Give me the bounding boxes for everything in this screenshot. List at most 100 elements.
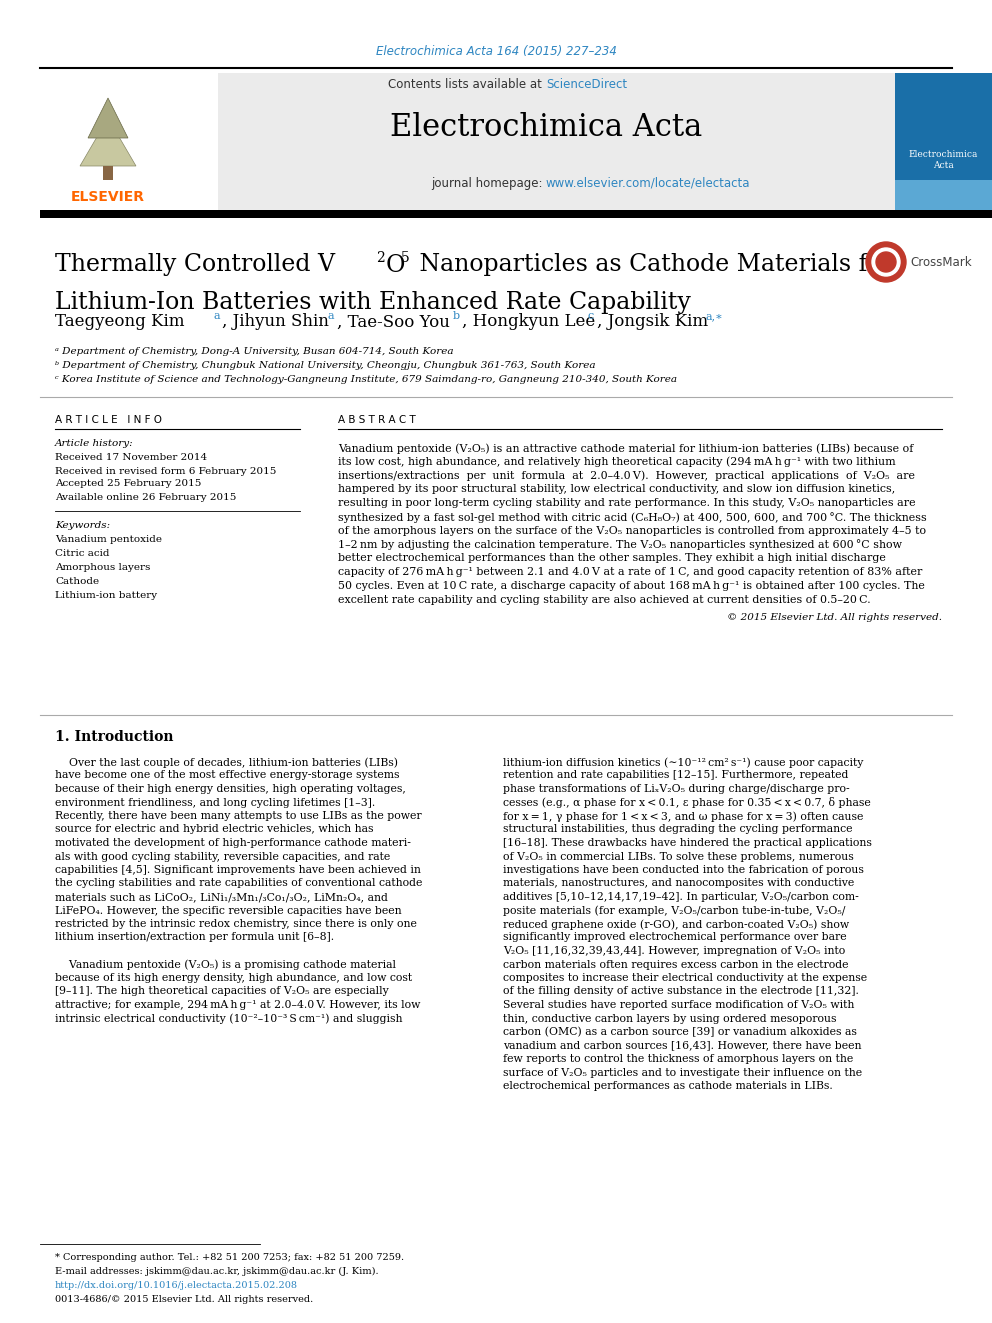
Text: [9–11]. The high theoretical capacities of V₂O₅ are especially: [9–11]. The high theoretical capacities … — [55, 987, 389, 996]
Text: vanadium and carbon sources [16,43]. However, there have been: vanadium and carbon sources [16,43]. How… — [503, 1040, 861, 1050]
Text: posite materials (for example, V₂O₅/carbon tube-in-tube, V₂O₅/: posite materials (for example, V₂O₅/carb… — [503, 905, 845, 916]
Text: Electrochimica Acta 164 (2015) 227–234: Electrochimica Acta 164 (2015) 227–234 — [376, 45, 616, 58]
Text: Vanadium pentoxide (V₂O₅) is an attractive cathode material for lithium-ion batt: Vanadium pentoxide (V₂O₅) is an attracti… — [338, 443, 914, 454]
Text: of the filling density of active substance in the electrode [11,32].: of the filling density of active substan… — [503, 987, 859, 996]
Text: ELSEVIER: ELSEVIER — [71, 191, 145, 204]
Text: of V₂O₅ in commercial LIBs. To solve these problems, numerous: of V₂O₅ in commercial LIBs. To solve the… — [503, 852, 854, 861]
Text: Electrochimica Acta: Electrochimica Acta — [390, 112, 702, 143]
Text: Taegyeong Kim: Taegyeong Kim — [55, 314, 185, 331]
Text: better electrochemical performances than the other samples. They exhibit a high : better electrochemical performances than… — [338, 553, 886, 564]
Text: Vanadium pentoxide (V₂O₅) is a promising cathode material: Vanadium pentoxide (V₂O₅) is a promising… — [55, 959, 396, 970]
Text: Available online 26 February 2015: Available online 26 February 2015 — [55, 492, 236, 501]
Text: A R T I C L E   I N F O: A R T I C L E I N F O — [55, 415, 162, 425]
Text: ScienceDirect: ScienceDirect — [546, 78, 627, 91]
Text: significantly improved electrochemical performance over bare: significantly improved electrochemical p… — [503, 933, 846, 942]
Circle shape — [876, 251, 896, 273]
Text: b: b — [453, 311, 460, 321]
Text: reduced graphene oxide (r-GO), and carbon-coated V₂O₅) show: reduced graphene oxide (r-GO), and carbo… — [503, 919, 849, 930]
Text: electrochemical performances as cathode materials in LIBs.: electrochemical performances as cathode … — [503, 1081, 832, 1091]
Text: surface of V₂O₅ particles and to investigate their influence on the: surface of V₂O₅ particles and to investi… — [503, 1068, 862, 1077]
Text: 0013-4686/© 2015 Elsevier Ltd. All rights reserved.: 0013-4686/© 2015 Elsevier Ltd. All right… — [55, 1294, 313, 1303]
Text: carbon (OMC) as a carbon source [39] or vanadium alkoxides as: carbon (OMC) as a carbon source [39] or … — [503, 1027, 857, 1037]
Text: Citric acid: Citric acid — [55, 549, 109, 557]
Text: www.elsevier.com/locate/electacta: www.elsevier.com/locate/electacta — [546, 176, 751, 189]
Text: A B S T R A C T: A B S T R A C T — [338, 415, 416, 425]
Text: c: c — [588, 311, 594, 321]
Text: structural instabilities, thus degrading the cycling performance: structural instabilities, thus degrading… — [503, 824, 852, 835]
Text: © 2015 Elsevier Ltd. All rights reserved.: © 2015 Elsevier Ltd. All rights reserved… — [727, 613, 942, 622]
Text: 1–2 nm by adjusting the calcination temperature. The V₂O₅ nanoparticles synthesi: 1–2 nm by adjusting the calcination temp… — [338, 540, 902, 550]
Circle shape — [872, 247, 900, 277]
Text: [16–18]. These drawbacks have hindered the practical applications: [16–18]. These drawbacks have hindered t… — [503, 837, 872, 848]
Text: * Corresponding author. Tel.: +82 51 200 7253; fax: +82 51 200 7259.: * Corresponding author. Tel.: +82 51 200… — [55, 1253, 404, 1262]
Text: 5: 5 — [401, 251, 410, 265]
Text: synthesized by a fast sol-gel method with citric acid (C₆H₈O₇) at 400, 500, 600,: synthesized by a fast sol-gel method wit… — [338, 512, 927, 523]
Text: attractive; for example, 294 mA h g⁻¹ at 2.0–4.0 V. However, its low: attractive; for example, 294 mA h g⁻¹ at… — [55, 1000, 421, 1009]
Text: Thermally Controlled V: Thermally Controlled V — [55, 254, 335, 277]
Text: 50 cycles. Even at 10 C rate, a discharge capacity of about 168 mA h g⁻¹ is obta: 50 cycles. Even at 10 C rate, a discharg… — [338, 581, 925, 591]
Text: carbon materials often requires excess carbon in the electrode: carbon materials often requires excess c… — [503, 959, 848, 970]
Text: , Jihyun Shin: , Jihyun Shin — [222, 314, 329, 331]
Text: Cathode: Cathode — [55, 577, 99, 586]
Text: , Tae-Soo You: , Tae-Soo You — [337, 314, 450, 331]
Text: resulting in poor long-term cycling stability and rate performance. In this stud: resulting in poor long-term cycling stab… — [338, 499, 916, 508]
Text: Received 17 November 2014: Received 17 November 2014 — [55, 454, 207, 463]
Text: capacity of 276 mA h g⁻¹ between 2.1 and 4.0 V at a rate of 1 C, and good capaci: capacity of 276 mA h g⁻¹ between 2.1 and… — [338, 568, 923, 577]
Text: thin, conductive carbon layers by using ordered mesoporous: thin, conductive carbon layers by using … — [503, 1013, 836, 1024]
Text: materials such as LiCoO₂, LiNi₁/₃Mn₁/₃Co₁/₃O₂, LiMn₂O₄, and: materials such as LiCoO₂, LiNi₁/₃Mn₁/₃Co… — [55, 892, 388, 902]
Polygon shape — [88, 98, 128, 138]
Text: excellent rate capability and cycling stability are also achieved at current den: excellent rate capability and cycling st… — [338, 595, 871, 605]
Text: lithium insertion/extraction per formula unit [6–8].: lithium insertion/extraction per formula… — [55, 933, 334, 942]
Text: V₂O₅ [11,16,32,39,43,44]. However, impregnation of V₂O₅ into: V₂O₅ [11,16,32,39,43,44]. However, impre… — [503, 946, 845, 957]
Text: Accepted 25 February 2015: Accepted 25 February 2015 — [55, 479, 201, 488]
Text: a: a — [213, 311, 219, 321]
Text: LiFePO₄. However, the specific reversible capacities have been: LiFePO₄. However, the specific reversibl… — [55, 905, 402, 916]
Bar — [103, 165, 113, 180]
Text: hampered by its poor structural stability, low electrical conductivity, and slow: hampered by its poor structural stabilit… — [338, 484, 895, 495]
Text: Received in revised form 6 February 2015: Received in revised form 6 February 2015 — [55, 467, 277, 475]
Text: motivated the development of high-performance cathode materi-: motivated the development of high-perfor… — [55, 837, 411, 848]
Text: insertions/extractions  per  unit  formula  at  2.0–4.0 V).  However,  practical: insertions/extractions per unit formula … — [338, 471, 915, 482]
Text: journal homepage:: journal homepage: — [431, 176, 546, 189]
Text: few reports to control the thickness of amorphous layers on the: few reports to control the thickness of … — [503, 1054, 853, 1064]
Text: ᵇ Department of Chemistry, Chungbuk National University, Cheongju, Chungbuk 361-: ᵇ Department of Chemistry, Chungbuk Nati… — [55, 361, 595, 370]
Text: of the amorphous layers on the surface of the V₂O₅ nanoparticles is controlled f: of the amorphous layers on the surface o… — [338, 525, 927, 536]
Text: 2: 2 — [376, 251, 385, 265]
Text: http://dx.doi.org/10.1016/j.electacta.2015.02.208: http://dx.doi.org/10.1016/j.electacta.20… — [55, 1282, 298, 1290]
Text: Amorphous layers: Amorphous layers — [55, 562, 151, 572]
Text: Nanoparticles as Cathode Materials for: Nanoparticles as Cathode Materials for — [412, 254, 893, 277]
Bar — [895, 180, 992, 210]
Text: phase transformations of LiₓV₂O₅ during charge/discharge pro-: phase transformations of LiₓV₂O₅ during … — [503, 785, 849, 794]
Text: for x = 1, γ phase for 1 < x < 3, and ω phase for x = 3) often cause: for x = 1, γ phase for 1 < x < 3, and ω … — [503, 811, 863, 822]
Text: Recently, there have been many attempts to use LIBs as the power: Recently, there have been many attempts … — [55, 811, 422, 822]
Text: Article history:: Article history: — [55, 439, 134, 448]
Text: Keywords:: Keywords: — [55, 520, 110, 529]
Text: E-mail addresses: jskimm@dau.ac.kr, jskimm@dau.ac.kr (J. Kim).: E-mail addresses: jskimm@dau.ac.kr, jski… — [55, 1266, 379, 1275]
Text: capabilities [4,5]. Significant improvements have been achieved in: capabilities [4,5]. Significant improvem… — [55, 865, 421, 875]
Text: composites to increase their electrical conductivity at the expense: composites to increase their electrical … — [503, 972, 867, 983]
Text: intrinsic electrical conductivity (10⁻²–10⁻³ S cm⁻¹) and sluggish: intrinsic electrical conductivity (10⁻²–… — [55, 1013, 403, 1024]
Polygon shape — [80, 118, 136, 165]
Text: retention and rate capabilities [12–15]. Furthermore, repeated: retention and rate capabilities [12–15].… — [503, 770, 848, 781]
Text: additives [5,10–12,14,17,19–42]. In particular, V₂O₅/carbon com-: additives [5,10–12,14,17,19–42]. In part… — [503, 892, 859, 902]
Text: O: O — [386, 254, 406, 277]
Text: ᵃ Department of Chemistry, Dong-A University, Busan 604-714, South Korea: ᵃ Department of Chemistry, Dong-A Univer… — [55, 348, 453, 356]
Text: its low cost, high abundance, and relatively high theoretical capacity (294 mA h: its low cost, high abundance, and relati… — [338, 456, 896, 467]
Text: , Hongkyun Lee: , Hongkyun Lee — [462, 314, 595, 331]
Circle shape — [866, 242, 906, 282]
Text: investigations have been conducted into the fabrication of porous: investigations have been conducted into … — [503, 865, 864, 875]
Text: materials, nanostructures, and nanocomposites with conductive: materials, nanostructures, and nanocompo… — [503, 878, 854, 889]
Text: because of its high energy density, high abundance, and low cost: because of its high energy density, high… — [55, 972, 412, 983]
Text: 1. Introduction: 1. Introduction — [55, 730, 174, 744]
Text: , Jongsik Kim: , Jongsik Kim — [597, 314, 708, 331]
Text: restricted by the intrinsic redox chemistry, since there is only one: restricted by the intrinsic redox chemis… — [55, 919, 417, 929]
Text: environment friendliness, and long cycling lifetimes [1–3].: environment friendliness, and long cycli… — [55, 798, 375, 807]
Text: Lithium-Ion Batteries with Enhanced Rate Capability: Lithium-Ion Batteries with Enhanced Rate… — [55, 291, 690, 315]
Text: cesses (e.g., α phase for x < 0.1, ε phase for 0.35 < x < 0.7, δ phase: cesses (e.g., α phase for x < 0.1, ε pha… — [503, 798, 871, 808]
Text: Lithium-ion battery: Lithium-ion battery — [55, 590, 157, 599]
Text: Electrochimica
Acta: Electrochimica Acta — [909, 149, 978, 171]
Text: Over the last couple of decades, lithium-ion batteries (LIBs): Over the last couple of decades, lithium… — [55, 757, 398, 767]
Text: Several studies have reported surface modification of V₂O₅ with: Several studies have reported surface mo… — [503, 1000, 854, 1009]
Bar — [40, 73, 218, 210]
Text: source for electric and hybrid electric vehicles, which has: source for electric and hybrid electric … — [55, 824, 374, 835]
